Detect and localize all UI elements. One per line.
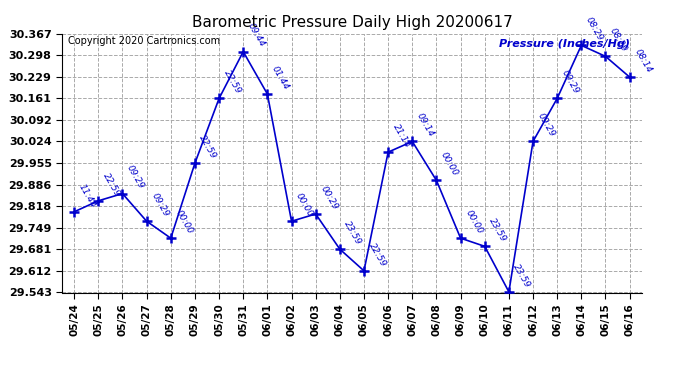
Text: 00:00: 00:00 [440,151,460,178]
Text: 00:00: 00:00 [464,209,484,236]
Text: 22:59: 22:59 [198,134,219,160]
Text: 23:59: 23:59 [512,262,533,289]
Text: Pressure (Inches/Hg): Pressure (Inches/Hg) [499,39,630,49]
Text: 01:44: 01:44 [270,64,291,91]
Text: 09:29: 09:29 [150,191,170,219]
Text: 09:29: 09:29 [126,164,146,191]
Text: 00:00: 00:00 [295,191,315,219]
Title: Barometric Pressure Daily High 20200617: Barometric Pressure Daily High 20200617 [192,15,512,30]
Text: 09:44: 09:44 [246,22,267,49]
Text: 00:29: 00:29 [319,184,339,211]
Text: 08:29: 08:29 [609,27,629,54]
Text: 00:00: 00:00 [174,209,195,236]
Text: 23:59: 23:59 [488,216,509,243]
Text: 11:44: 11:44 [77,182,98,209]
Text: 22:59: 22:59 [222,69,243,96]
Text: 22:59: 22:59 [367,241,388,268]
Text: 09:29: 09:29 [560,69,581,96]
Text: 23:59: 23:59 [343,219,364,246]
Text: 09:14: 09:14 [415,112,436,139]
Text: 22:59: 22:59 [101,171,122,198]
Text: Copyright 2020 Cartronics.com: Copyright 2020 Cartronics.com [68,36,220,46]
Text: 08:29: 08:29 [584,16,605,43]
Text: 09:29: 09:29 [536,112,557,139]
Text: 08:14: 08:14 [633,47,653,74]
Text: 21:14: 21:14 [391,122,412,149]
